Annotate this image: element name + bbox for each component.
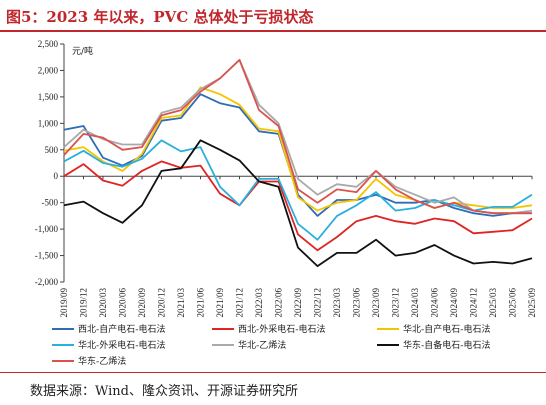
source-divider	[0, 372, 546, 373]
x-tick-label: 2022/06	[274, 288, 284, 318]
series-line-2	[63, 160, 533, 252]
x-tick-label: 2021/06	[196, 288, 206, 318]
y-tick-label: 500	[45, 145, 59, 155]
series-line-6	[63, 139, 533, 268]
series-line-4	[63, 139, 533, 241]
x-tick-label: 2023/06	[352, 288, 362, 318]
x-tick-label: 2024/06	[430, 288, 440, 318]
y-tick-label: 2,500	[38, 39, 59, 49]
y-unit-label: 元/吨	[72, 45, 93, 57]
x-tick-label: 2023/09	[371, 288, 381, 318]
y-tick-label: -1,000	[35, 224, 59, 234]
y-tick-label: -2,000	[35, 277, 59, 287]
x-tick-label: 2024/12	[469, 288, 479, 318]
y-tick-label: 2,000	[38, 65, 59, 75]
x-tick-label: 2022/12	[313, 288, 323, 318]
x-tick-label: 2025/03	[488, 288, 498, 318]
x-tick-label: 2019/12	[79, 288, 89, 318]
chart-legend: 西北-自产电石-电石法 西北-外采电石-电石法 华北-自产电石-电石法华北-外采电石…	[52, 323, 491, 367]
legend-label-1: 西北-自产电石-电石法	[78, 323, 166, 335]
x-tick-label: 2023/12	[391, 288, 401, 318]
x-tick-label: 2022/03	[254, 288, 264, 318]
legend-label-3: 华北-自产电石-电石法	[403, 323, 491, 335]
x-tick-label: 2020/09	[137, 288, 147, 318]
x-tick-label: 2023/03	[332, 288, 342, 318]
legend-label-5: 华北-乙烯法	[238, 339, 286, 351]
title-divider	[0, 30, 546, 32]
legend-label-7: 华东-乙烯法	[78, 355, 126, 367]
x-tick-label: 2020/06	[118, 288, 128, 318]
x-tick-label: 2022/09	[293, 288, 303, 318]
x-tick-label: 2021/03	[176, 288, 186, 318]
y-tick-label: -500	[42, 198, 59, 208]
x-tick-label: 2020/12	[157, 288, 167, 318]
y-tick-label: -1,500	[35, 251, 59, 261]
x-tick-label: 2024/03	[410, 288, 420, 318]
x-tick-label: 2024/09	[449, 288, 459, 318]
x-tick-label: 2020/03	[98, 288, 108, 318]
chart-axes: 2,500 2,000 1,500 1,000 500 0 -500 -1,000 -1,500…	[35, 39, 537, 318]
x-tick-label: 2025/06	[508, 288, 518, 318]
legend-label-2: 西北-外采电石-电石法	[238, 323, 326, 335]
source-note: 数据来源：Wind、隆众资讯、开源证券研究所	[30, 384, 298, 399]
page-title: 图5：2023 年以来，PVC 总体处于亏损状态	[6, 8, 314, 26]
x-tick-label: 2021/12	[235, 288, 245, 318]
chart-series	[63, 59, 533, 268]
legend-label-6: 华东-自备电石-电石法	[403, 339, 491, 351]
x-tick-label: 2021/09	[215, 288, 225, 318]
y-tick-label: 1,500	[38, 92, 59, 102]
y-tick-label: 0	[54, 171, 59, 181]
series-line-5	[63, 59, 533, 215]
x-tick-label: 2019/09	[59, 288, 69, 318]
x-tick-label: 2025/09	[527, 288, 537, 318]
legend-label-4: 华北-外采电石-电石法	[78, 339, 166, 351]
series-line-7	[63, 59, 532, 215]
y-tick-label: 1,000	[38, 118, 59, 128]
